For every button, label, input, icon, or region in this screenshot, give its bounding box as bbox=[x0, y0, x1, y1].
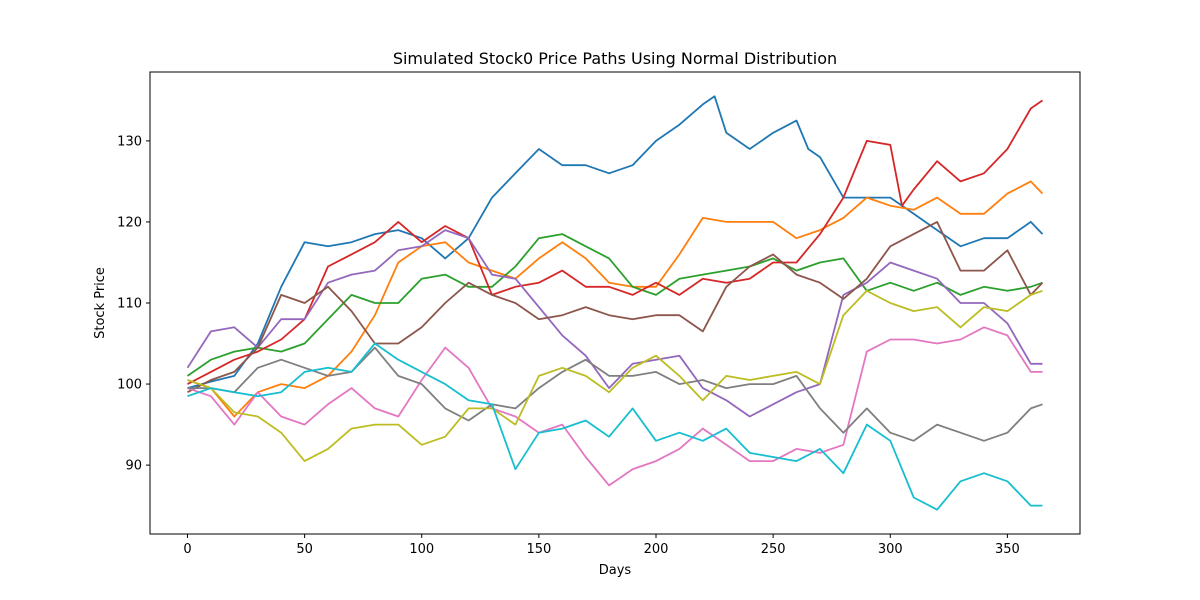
y-tick-label: 120 bbox=[117, 215, 142, 230]
y-tick-label: 130 bbox=[117, 134, 142, 149]
series-line-7 bbox=[187, 326, 1043, 487]
series-line-8 bbox=[187, 346, 1043, 442]
y-tick-label: 90 bbox=[125, 459, 142, 474]
y-axis-title: Stock Price bbox=[93, 267, 108, 339]
y-axis: 90 100 110 120 130 bbox=[117, 134, 150, 474]
x-tick-label: 350 bbox=[995, 542, 1020, 557]
x-tick-label: 300 bbox=[878, 542, 903, 557]
y-tick-label: 100 bbox=[117, 378, 142, 393]
series-line-3 bbox=[186, 233, 1043, 377]
x-tick-label: 200 bbox=[644, 542, 669, 557]
series-line-10 bbox=[187, 342, 1043, 511]
x-axis: 0 50 100 150 200 250 300 350 bbox=[183, 534, 1020, 557]
chart-title: Simulated Stock0 Price Paths Using Norma… bbox=[393, 49, 837, 68]
series-line-2 bbox=[187, 180, 1044, 418]
series-layer bbox=[186, 95, 1044, 511]
x-tick-label: 250 bbox=[761, 542, 786, 557]
series-line-9 bbox=[187, 289, 1043, 463]
series-line-4 bbox=[187, 99, 1044, 385]
x-axis-title: Days bbox=[599, 563, 632, 578]
x-tick-label: 0 bbox=[183, 542, 191, 557]
y-tick-label: 110 bbox=[117, 297, 142, 312]
series-line-6 bbox=[187, 220, 1044, 393]
x-tick-label: 50 bbox=[296, 542, 313, 557]
x-tick-label: 150 bbox=[526, 542, 551, 557]
x-tick-label: 100 bbox=[409, 542, 434, 557]
